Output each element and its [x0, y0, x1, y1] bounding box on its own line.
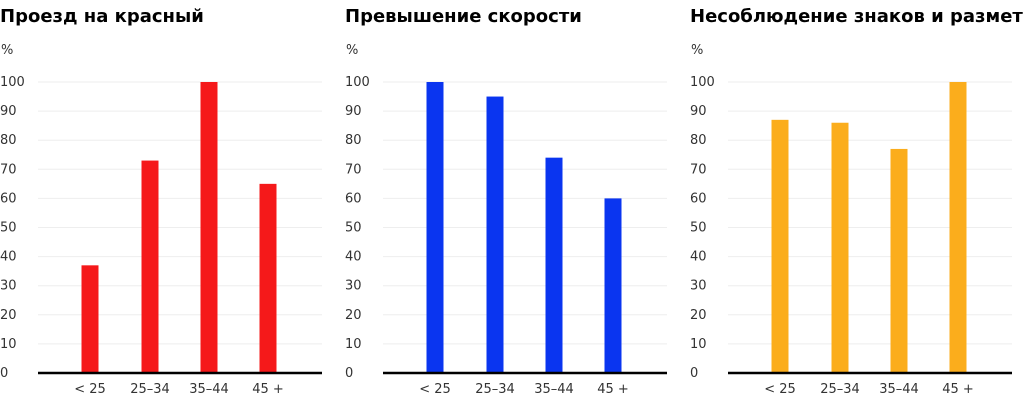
y-tick-label: 40	[690, 250, 707, 265]
y-tick-label: 50	[345, 221, 362, 236]
bar-2	[831, 122, 849, 374]
y-tick-label: 100	[690, 75, 715, 90]
y-tick-label: 80	[345, 133, 362, 148]
chart-panel-3: Несоблюдение знаков и разметки% 0 10 20 30 40…	[690, 6, 1024, 397]
y-tick-label: 50	[0, 221, 17, 236]
x-tick-label: < 25	[764, 382, 796, 397]
y-tick-label: 20	[0, 308, 17, 323]
bar-4	[259, 183, 277, 373]
x-tick-label: 45 +	[942, 382, 974, 397]
y-tick-label: 90	[690, 104, 707, 119]
y-tick-label: 30	[0, 279, 17, 294]
bar-2	[486, 96, 504, 374]
y-tick-label: 100	[345, 75, 370, 90]
x-tick-label: 25–34	[130, 382, 170, 397]
y-tick-label: 70	[690, 162, 707, 177]
y-tick-label: 30	[690, 279, 707, 294]
y-tick-label: 50	[690, 221, 707, 236]
x-tick-label: 25–34	[820, 382, 860, 397]
bar-3	[200, 82, 218, 373]
y-tick-label: 90	[345, 104, 362, 119]
y-tick-label: 30	[345, 279, 362, 294]
chart-title: Проезд на красный	[0, 6, 204, 27]
bar-3	[545, 157, 563, 373]
x-tick-label: 45 +	[597, 382, 629, 397]
y-tick-label: 70	[0, 162, 17, 177]
bar-4	[949, 82, 967, 373]
y-tick-label: 40	[0, 250, 17, 265]
y-tick-label: 0	[0, 366, 8, 381]
bar-2	[141, 160, 159, 373]
x-tick-label: 35–44	[879, 382, 919, 397]
chart-panel-1: Проезд на красный% 0 10 20 30 40 50 60 70 80 90 100…	[0, 6, 322, 397]
y-tick-label: 0	[345, 366, 353, 381]
y-tick-label: 60	[690, 191, 707, 206]
y-axis-unit: %	[1, 43, 13, 58]
x-tick-label: 25–34	[475, 382, 515, 397]
y-tick-label: 60	[0, 191, 17, 206]
bar-1	[81, 265, 99, 373]
chart-title: Превышение скорости	[345, 6, 582, 27]
y-tick-label: 0	[690, 366, 698, 381]
y-tick-label: 10	[690, 337, 707, 352]
y-tick-label: 10	[0, 337, 17, 352]
y-tick-label: 40	[345, 250, 362, 265]
y-tick-label: 100	[0, 75, 25, 90]
x-tick-label: < 25	[74, 382, 106, 397]
x-tick-label: 45 +	[252, 382, 284, 397]
x-tick-label: 35–44	[534, 382, 574, 397]
y-tick-label: 70	[345, 162, 362, 177]
y-tick-label: 80	[0, 133, 17, 148]
y-tick-label: 20	[690, 308, 707, 323]
chart-panel-2: Превышение скорости% 0 10 20 30 40 50 60 70 80 90 1…	[345, 6, 667, 397]
y-axis-unit: %	[691, 43, 703, 58]
bar-3	[890, 148, 908, 373]
y-tick-label: 80	[690, 133, 707, 148]
bar-1	[771, 119, 789, 373]
bar-1	[426, 82, 444, 373]
chart-title: Несоблюдение знаков и разметки	[690, 6, 1024, 27]
bar-4	[604, 198, 622, 373]
y-tick-label: 20	[345, 308, 362, 323]
y-tick-label: 10	[345, 337, 362, 352]
y-tick-label: 90	[0, 104, 17, 119]
x-tick-label: < 25	[419, 382, 451, 397]
y-axis-unit: %	[346, 43, 358, 58]
x-tick-label: 35–44	[189, 382, 229, 397]
y-tick-label: 60	[345, 191, 362, 206]
